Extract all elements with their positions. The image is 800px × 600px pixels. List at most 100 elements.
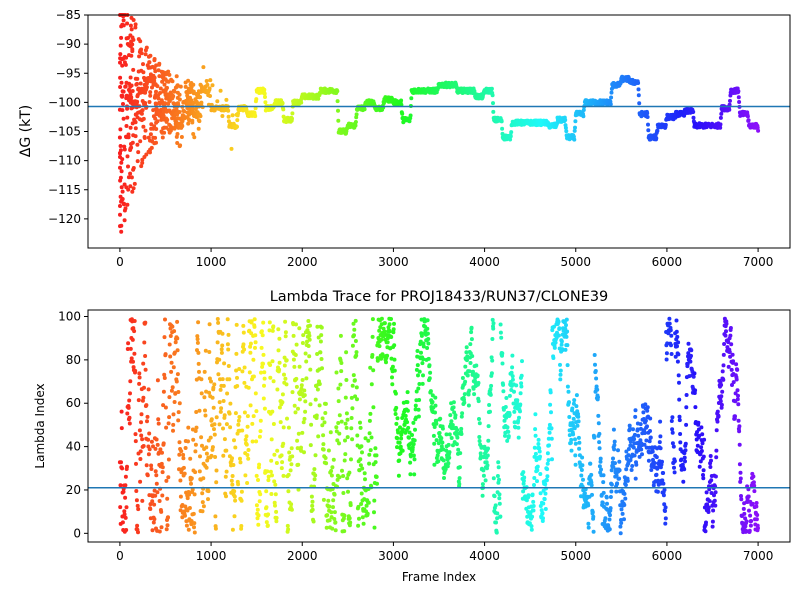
lambda-point: [375, 358, 380, 363]
lambda-point: [714, 448, 719, 453]
lambda-point: [206, 489, 211, 494]
lambda-point: [574, 393, 579, 398]
lambda-point: [559, 339, 564, 344]
lambda-point: [360, 515, 365, 520]
lambda-point: [299, 445, 303, 450]
lambda-point: [363, 477, 367, 482]
lambda-point: [572, 398, 577, 403]
lambda-x-tick: 2000: [287, 542, 318, 563]
dg-frame: [87, 14, 791, 249]
lambda-point: [498, 322, 503, 327]
dg-point: [128, 23, 133, 28]
lambda-point: [708, 454, 713, 458]
lambda-point: [597, 464, 602, 469]
lambda-point: [332, 510, 337, 515]
lambda-point: [677, 414, 682, 419]
lambda-point: [307, 354, 312, 359]
lambda-point: [456, 447, 461, 452]
dg-y-axis: −120−115−110−105−100−95−90−85: [48, 8, 88, 226]
lambda-point: [569, 437, 574, 442]
dg-point: [500, 126, 505, 131]
lambda-point: [254, 409, 259, 414]
dg-point: [133, 126, 138, 131]
lambda-point: [309, 422, 314, 427]
dg-point: [175, 141, 180, 145]
lambda-point: [731, 359, 736, 364]
lambda-point: [234, 351, 239, 356]
lambda-point: [193, 470, 198, 475]
lambda-point: [395, 445, 399, 450]
lambda-point: [292, 403, 297, 408]
lambda-point: [343, 395, 348, 400]
lambda-point: [405, 390, 410, 395]
lambda-point: [242, 380, 247, 385]
lambda-point: [532, 454, 537, 459]
dg-point: [156, 93, 161, 98]
lambda-point: [748, 523, 753, 528]
lambda-point: [132, 351, 137, 356]
dg-y-tick-label: −90: [56, 37, 81, 51]
lambda-point: [277, 367, 282, 372]
lambda-point: [352, 378, 357, 383]
lambda-point: [579, 468, 584, 472]
lambda-point: [608, 513, 612, 518]
lambda-point: [270, 409, 275, 414]
lambda-point: [623, 483, 628, 487]
lambda-point: [394, 405, 399, 410]
dg-point: [147, 60, 152, 65]
lambda-point: [674, 329, 679, 334]
lambda-point: [662, 502, 667, 507]
lambda-point: [576, 419, 581, 424]
lambda-point: [633, 414, 638, 419]
lambda-point: [413, 403, 418, 408]
dg-point: [119, 35, 124, 40]
lambda-point: [313, 453, 318, 458]
lambda-point: [712, 493, 716, 498]
dg-point: [179, 135, 184, 139]
lambda-point: [333, 520, 338, 525]
lambda-point: [319, 333, 324, 338]
lambda-point: [166, 421, 171, 426]
lambda-point: [209, 453, 214, 458]
dg-plot-area: [88, 15, 790, 248]
lambda-point: [591, 514, 596, 519]
lambda-point: [538, 454, 542, 459]
dg-point: [119, 80, 124, 85]
lambda-point: [267, 320, 272, 325]
lambda-point: [155, 442, 160, 447]
lambda-point: [447, 432, 452, 437]
dg-point: [131, 67, 136, 72]
dg-point: [163, 101, 168, 106]
lambda-point: [693, 405, 698, 410]
lambda-point: [716, 414, 721, 419]
lambda-point: [747, 528, 752, 533]
lambda-point: [549, 436, 554, 441]
lambda-point: [359, 444, 364, 449]
dg-point: [719, 111, 724, 116]
lambda-point: [200, 500, 205, 505]
lambda-point: [488, 387, 493, 392]
lambda-point: [686, 341, 691, 346]
lambda-title: Lambda Trace for PROJ18433/RUN37/CLONE39: [270, 289, 609, 305]
dg-point: [139, 118, 144, 123]
lambda-point: [389, 317, 393, 321]
dg-point: [118, 204, 122, 208]
lambda-point: [500, 351, 505, 356]
dg-point: [171, 101, 176, 106]
dg-x-tick-label: 0: [116, 255, 124, 269]
lambda-point: [189, 519, 194, 523]
lambda-point: [739, 494, 743, 498]
lambda-point: [315, 352, 320, 356]
lambda-point: [119, 426, 124, 431]
dg-point: [141, 124, 146, 129]
lambda-point: [547, 422, 552, 427]
lambda-point: [425, 346, 430, 350]
lambda-point: [156, 417, 161, 422]
lambda-point: [279, 453, 284, 458]
dg-point: [135, 142, 140, 147]
lambda-point: [348, 520, 353, 525]
lambda-point: [507, 412, 512, 417]
dg-point: [226, 114, 231, 119]
lambda-point: [563, 347, 568, 352]
lambda-point: [504, 396, 509, 400]
